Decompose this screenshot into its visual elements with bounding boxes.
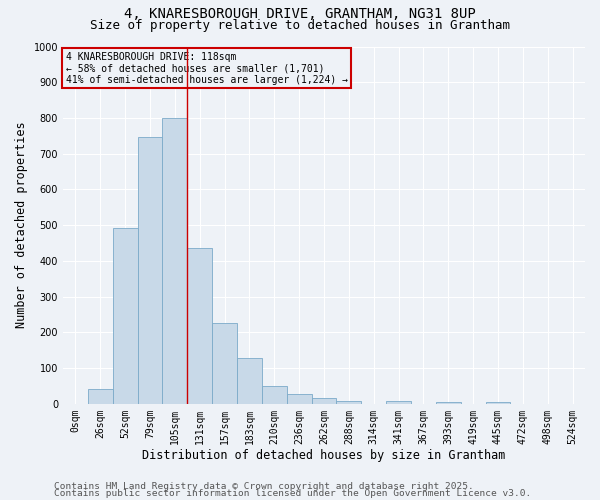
Bar: [485, 402, 511, 404]
Bar: [436, 402, 461, 404]
Bar: [311, 398, 337, 404]
Text: Contains HM Land Registry data © Crown copyright and database right 2025.: Contains HM Land Registry data © Crown c…: [54, 482, 474, 491]
Bar: [337, 401, 361, 404]
Bar: [212, 324, 237, 404]
Bar: [287, 394, 311, 404]
Bar: [237, 358, 262, 404]
Bar: [386, 401, 411, 404]
Text: Contains public sector information licensed under the Open Government Licence v3: Contains public sector information licen…: [54, 490, 531, 498]
Bar: [113, 228, 137, 404]
Bar: [88, 389, 113, 404]
Text: Size of property relative to detached houses in Grantham: Size of property relative to detached ho…: [90, 18, 510, 32]
X-axis label: Distribution of detached houses by size in Grantham: Distribution of detached houses by size …: [142, 450, 506, 462]
Bar: [137, 136, 163, 404]
Bar: [187, 248, 212, 404]
Y-axis label: Number of detached properties: Number of detached properties: [15, 122, 28, 328]
Bar: [163, 118, 187, 404]
Text: 4 KNARESBOROUGH DRIVE: 118sqm
← 58% of detached houses are smaller (1,701)
41% o: 4 KNARESBOROUGH DRIVE: 118sqm ← 58% of d…: [65, 52, 347, 85]
Text: 4, KNARESBOROUGH DRIVE, GRANTHAM, NG31 8UP: 4, KNARESBOROUGH DRIVE, GRANTHAM, NG31 8…: [124, 8, 476, 22]
Bar: [262, 386, 287, 404]
